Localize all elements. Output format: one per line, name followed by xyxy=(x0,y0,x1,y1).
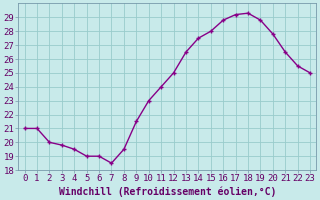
X-axis label: Windchill (Refroidissement éolien,°C): Windchill (Refroidissement éolien,°C) xyxy=(59,186,276,197)
